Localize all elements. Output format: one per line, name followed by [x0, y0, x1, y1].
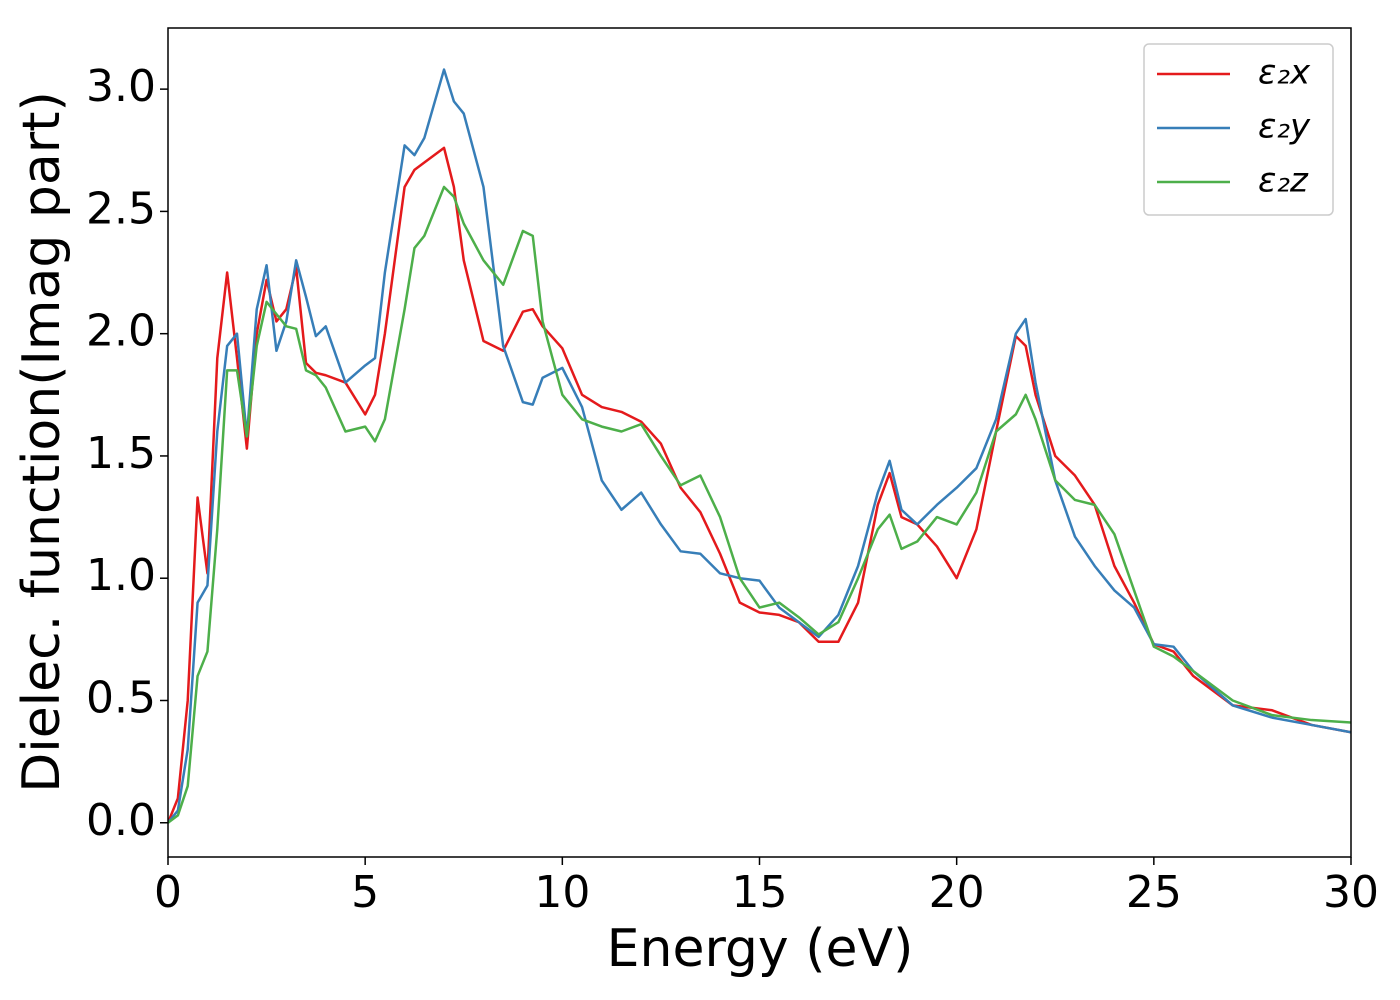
y-tick-label: 1.5 — [86, 428, 156, 479]
x-tick-label: 5 — [351, 867, 379, 918]
line-series — [168, 68, 1351, 824]
x-axis-label: Energy (eV) — [607, 919, 914, 979]
legend-box — [1143, 43, 1334, 216]
line-series — [168, 146, 1351, 824]
legend-label: ε₂x — [1258, 53, 1311, 93]
y-tick-label: 0.0 — [86, 795, 156, 846]
x-tick-label: 15 — [732, 867, 788, 918]
line-series — [168, 185, 1351, 824]
plot-frame — [167, 27, 1352, 858]
legend-label: ε₂y — [1258, 107, 1311, 147]
x-tick-label: 25 — [1126, 867, 1182, 918]
y-tick-label: 3.0 — [86, 61, 156, 112]
y-axis-label: Dielec. function(Imag part) — [12, 91, 72, 793]
x-tick-label: 10 — [534, 867, 590, 918]
y-tick-label: 2.5 — [86, 183, 156, 234]
y-tick-label: 0.5 — [86, 672, 156, 723]
y-tick-label: 1.0 — [86, 550, 156, 601]
x-tick-label: 30 — [1323, 867, 1379, 918]
y-tick-label: 2.0 — [86, 306, 156, 357]
x-tick-label: 20 — [929, 867, 985, 918]
legend-label: ε₂z — [1258, 161, 1309, 201]
x-tick-label: 0 — [154, 867, 182, 918]
